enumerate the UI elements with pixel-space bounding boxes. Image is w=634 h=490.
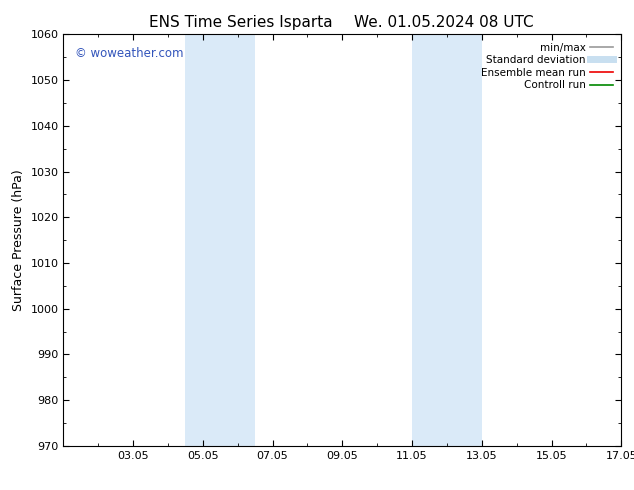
Text: We. 01.05.2024 08 UTC: We. 01.05.2024 08 UTC — [354, 15, 534, 30]
Bar — [412, 34, 447, 446]
Bar — [185, 34, 221, 446]
Bar — [221, 34, 255, 446]
Text: ENS Time Series Isparta: ENS Time Series Isparta — [149, 15, 333, 30]
Legend: min/max, Standard deviation, Ensemble mean run, Controll run: min/max, Standard deviation, Ensemble me… — [478, 40, 616, 94]
Bar — [447, 34, 482, 446]
Y-axis label: Surface Pressure (hPa): Surface Pressure (hPa) — [12, 169, 25, 311]
Text: © woweather.com: © woweather.com — [75, 47, 183, 60]
